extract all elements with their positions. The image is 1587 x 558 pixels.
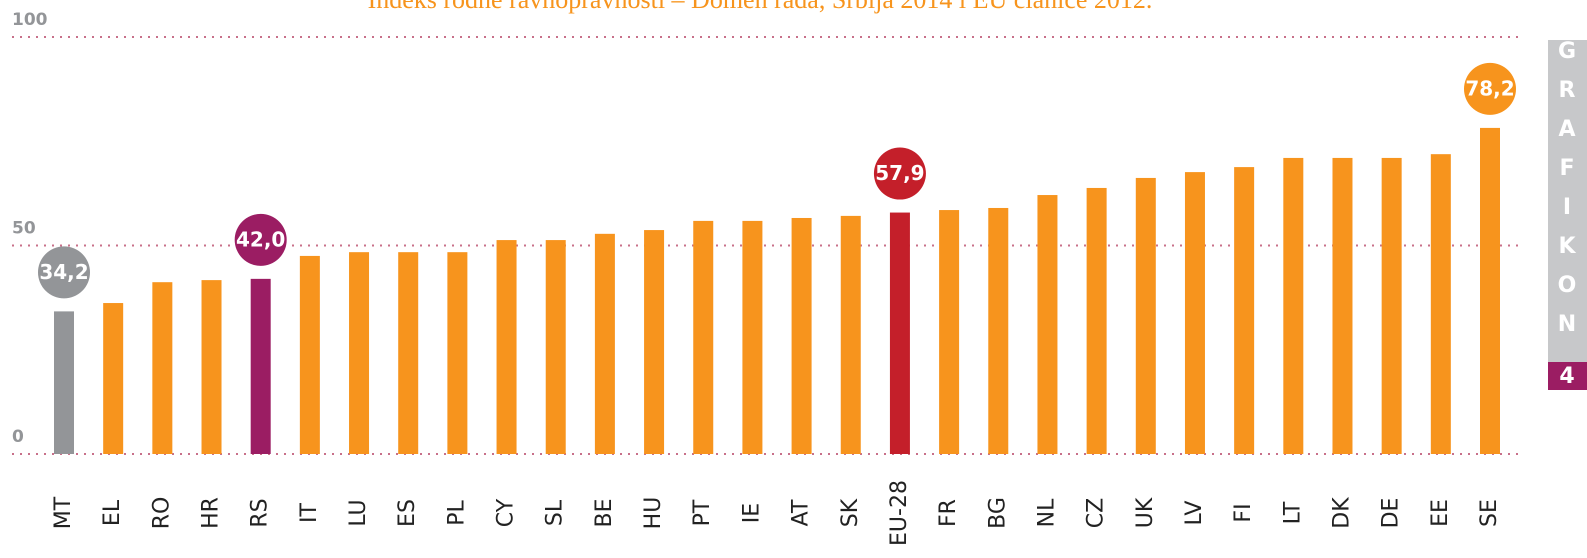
bar (1086, 187, 1107, 455)
bar (447, 252, 468, 454)
x-tick-label: RS (248, 498, 273, 527)
x-tick-label: SE (1477, 499, 1502, 527)
x-tick-label: HU (641, 497, 666, 530)
x-tick-label: EU-28 (887, 480, 912, 546)
bar (103, 303, 124, 454)
x-tick-label: FR (936, 499, 961, 527)
x-tick-label: EE (1428, 499, 1453, 527)
bar (1332, 157, 1353, 454)
bar (1430, 154, 1451, 454)
x-tick-label: EL (100, 499, 125, 526)
x-tick-label: DE (1379, 498, 1404, 529)
y-tick-label: 100 (12, 10, 48, 30)
x-tick-label: FI (1231, 503, 1256, 522)
value-badge (234, 213, 287, 266)
bar (1037, 195, 1058, 454)
side-letter: N (1558, 312, 1576, 337)
x-tick-label: HR (199, 497, 224, 529)
bar (1283, 157, 1304, 454)
x-tick-label: PT (690, 499, 715, 526)
x-tick-label: BG (985, 497, 1010, 529)
x-tick-label: MT (51, 496, 76, 529)
value-badge (873, 147, 926, 200)
x-tick-label: UK (1133, 497, 1158, 528)
bar (1234, 167, 1255, 454)
y-tick-label: 0 (12, 427, 24, 447)
bar (1184, 172, 1205, 454)
bar (889, 212, 910, 454)
bar (299, 255, 320, 454)
bar (693, 220, 714, 454)
value-label: 57,9 (875, 161, 924, 185)
x-tick-label: SK (838, 498, 863, 527)
x-tick-label: LV (1182, 501, 1207, 526)
bar (1480, 127, 1500, 454)
bar (496, 240, 517, 454)
x-tick-label: IE (739, 503, 764, 523)
side-number-box (1548, 362, 1587, 390)
x-tick-label: RO (149, 497, 174, 530)
bar (152, 282, 173, 454)
bar (1135, 177, 1156, 455)
value-label: 78,2 (1465, 76, 1514, 100)
bar (250, 278, 271, 454)
x-tick-label: IT (297, 502, 322, 522)
bar (939, 210, 960, 454)
value-badge (38, 246, 90, 299)
bar (791, 217, 812, 454)
bar (398, 252, 419, 454)
side-number: 4 (1559, 364, 1574, 389)
value-badge (1464, 62, 1516, 115)
bar (545, 240, 566, 454)
x-tick-label: LT (1280, 501, 1305, 524)
bar (54, 311, 74, 454)
bar (349, 252, 370, 454)
x-tick-label: ES (395, 499, 420, 527)
x-tick-label: BE (592, 499, 617, 528)
side-letter: K (1558, 234, 1576, 259)
side-letter: F (1559, 156, 1574, 181)
bar (594, 233, 615, 454)
x-tick-label: NL (1034, 498, 1059, 527)
x-tick-label: AT (789, 499, 814, 526)
value-label: 34,2 (39, 260, 88, 284)
side-letter: G (1558, 39, 1576, 64)
side-letter: A (1558, 117, 1575, 142)
x-tick-label: LU (346, 499, 371, 526)
x-tick-label: SL (543, 499, 568, 526)
bar (1381, 157, 1402, 454)
bar (644, 230, 665, 454)
side-letter: R (1559, 78, 1576, 103)
bar (840, 215, 861, 454)
side-letter: O (1558, 273, 1577, 298)
y-tick-label: 50 (12, 219, 36, 239)
bar (742, 220, 763, 454)
bar (988, 207, 1009, 454)
side-letter: I (1563, 195, 1571, 220)
x-tick-label: CY (494, 498, 519, 527)
x-tick-label: CZ (1084, 498, 1109, 528)
chart-title: Indeks rodne ravnopravnosti – Domen rada… (368, 0, 1153, 14)
value-label: 42,0 (236, 227, 285, 251)
bar (201, 280, 222, 454)
side-panel (1548, 40, 1587, 362)
x-tick-label: DK (1329, 497, 1354, 529)
x-tick-label: PL (444, 499, 469, 525)
